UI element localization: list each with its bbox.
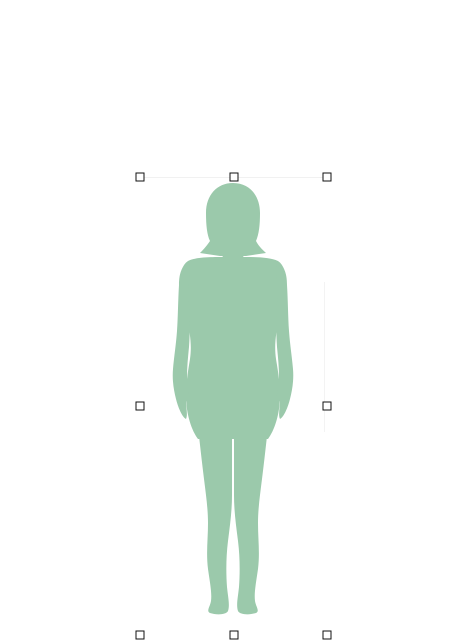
resize-handle-top-right[interactable] <box>322 172 332 182</box>
selected-image-frame[interactable] <box>140 177 327 635</box>
faint-guide-line <box>324 282 325 432</box>
silhouette-head <box>200 183 266 256</box>
resize-handle-middle-left[interactable] <box>135 401 145 411</box>
resize-handle-top-left[interactable] <box>135 172 145 182</box>
resize-handle-bottom-right[interactable] <box>322 630 332 640</box>
silhouette-torso <box>180 257 286 439</box>
silhouette-left-arm <box>172 261 190 419</box>
silhouette-right-arm <box>276 261 294 419</box>
resize-handle-middle-right[interactable] <box>322 401 332 411</box>
silhouette-left-leg <box>198 427 232 615</box>
female-body-silhouette-icon[interactable] <box>140 177 327 635</box>
resize-handle-top-middle[interactable] <box>229 172 239 182</box>
silhouette-right-leg <box>234 427 268 615</box>
resize-handle-bottom-left[interactable] <box>135 630 145 640</box>
resize-handle-bottom-middle[interactable] <box>229 630 239 640</box>
